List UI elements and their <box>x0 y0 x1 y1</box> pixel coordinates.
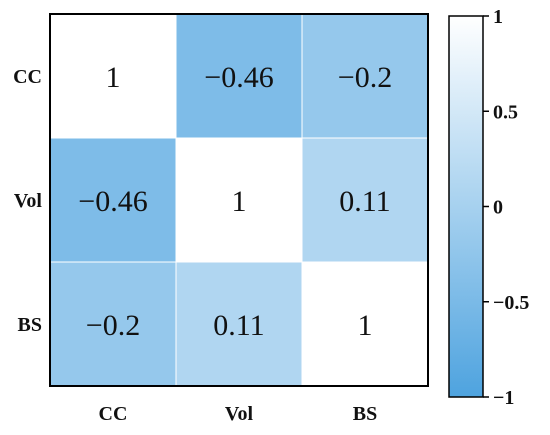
cell-value-label: 1 <box>358 309 373 342</box>
colorbar-tick-label: −1 <box>493 387 514 409</box>
cell-value-label: −0.46 <box>204 61 273 94</box>
colorbar-tick-label: 0 <box>493 197 503 219</box>
heatmap-cell <box>175 261 303 387</box>
heatmap-cell <box>49 137 177 263</box>
heatmap-cell <box>49 13 177 139</box>
heatmap-cells: 1 −0.46 −0.2 −0.46 1 0.11 −0.2 0.11 1 <box>49 13 429 387</box>
cell-value-label: 1 <box>106 61 121 94</box>
colorbar-tick-label: −0.5 <box>493 292 529 314</box>
colorbar-tick-label: 0.5 <box>493 101 518 123</box>
cell-value-label: −0.2 <box>86 309 140 342</box>
heatmap-cell <box>175 137 303 263</box>
heatmap-cell <box>301 137 429 263</box>
colorbar-tick-label: 1 <box>493 6 503 28</box>
colorbar <box>448 15 484 398</box>
cell-value-label: 0.11 <box>339 185 390 218</box>
colorbar-gradient <box>448 15 484 398</box>
heatmap-cell <box>175 13 303 139</box>
column-labels: CC Vol BS <box>99 403 378 425</box>
row-labels: CC Vol BS <box>13 66 42 336</box>
plot-frame <box>49 13 429 387</box>
cell-value-label: −0.2 <box>338 61 392 94</box>
cell-value-label: 0.11 <box>213 309 264 342</box>
cell-value-label: −0.46 <box>78 185 147 218</box>
row-label: CC <box>13 66 42 88</box>
column-label: CC <box>99 403 128 425</box>
row-label: BS <box>18 314 42 336</box>
column-label: Vol <box>225 403 254 425</box>
row-label: Vol <box>14 190 43 212</box>
cell-value-label: 1 <box>232 185 247 218</box>
column-label: BS <box>353 403 377 425</box>
colorbar-ticks: 1 0.5 0 −0.5 −1 <box>483 6 529 409</box>
